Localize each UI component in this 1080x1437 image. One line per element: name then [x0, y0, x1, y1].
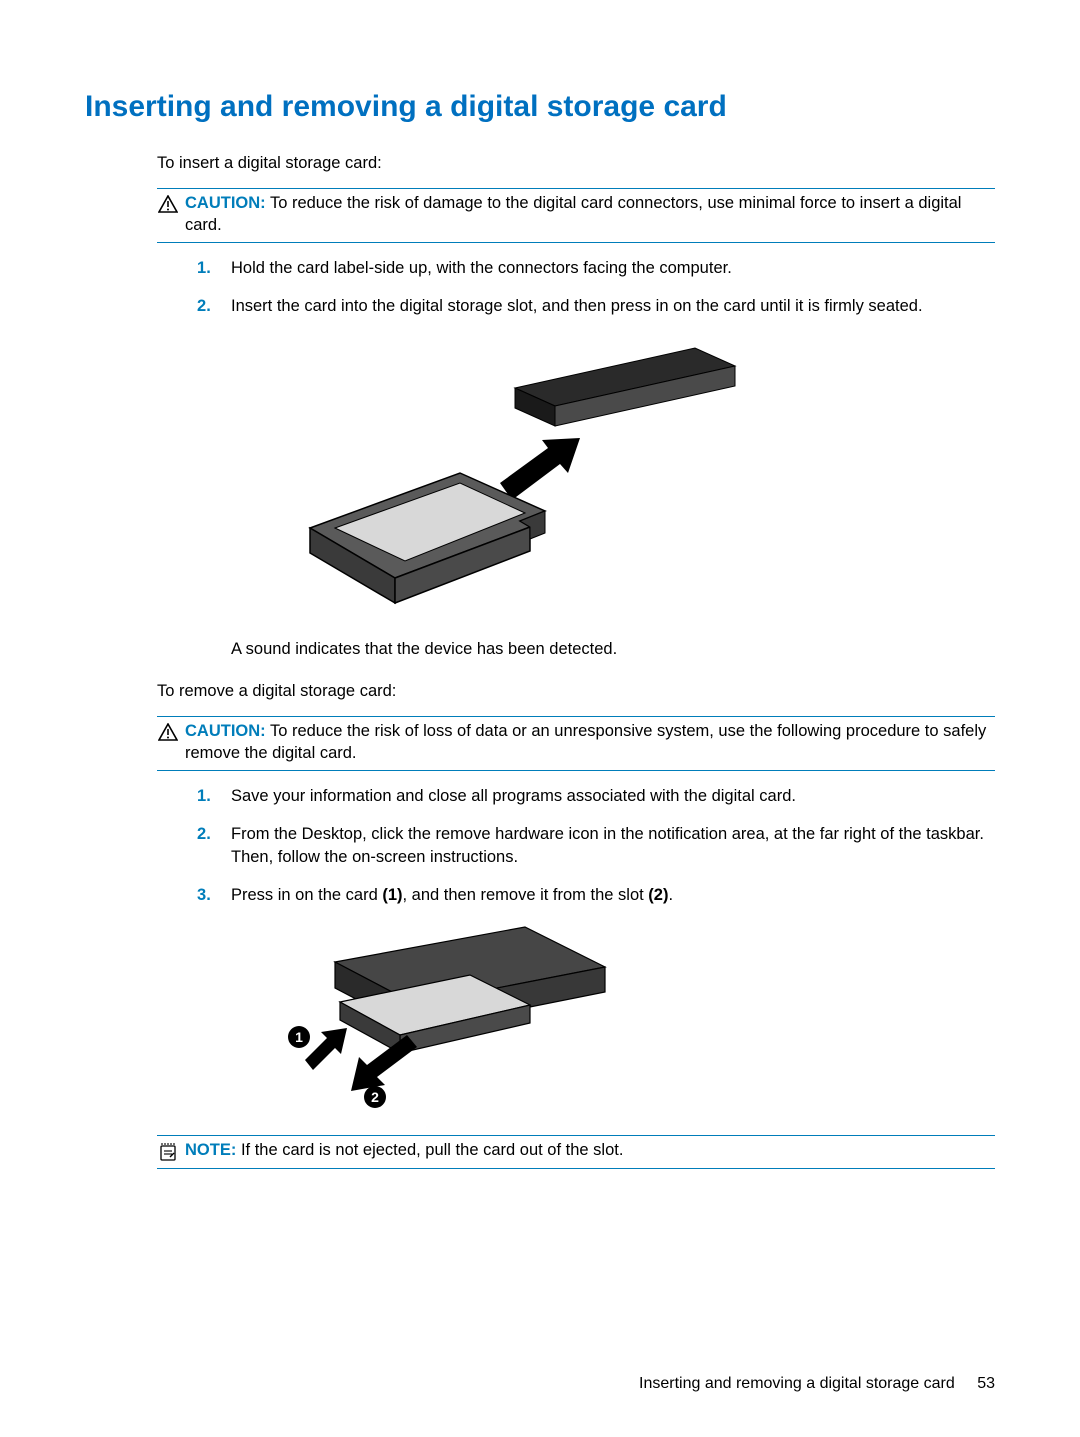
- intro-insert-text: To insert a digital storage card:: [157, 152, 995, 174]
- note-box: NOTE: If the card is not ejected, pull t…: [157, 1135, 995, 1169]
- note-label: NOTE:: [185, 1141, 236, 1159]
- remove-card-illustration: 1 2: [235, 922, 635, 1117]
- insert-steps-list: Hold the card label-side up, with the co…: [197, 257, 995, 318]
- insert-card-illustration: [285, 338, 755, 618]
- page-heading: Inserting and removing a digital storage…: [85, 90, 995, 124]
- footer-title: Inserting and removing a digital storage…: [639, 1375, 955, 1392]
- caution-box-1: CAUTION: To reduce the risk of damage to…: [157, 188, 995, 243]
- caution-box-2: CAUTION: To reduce the risk of loss of d…: [157, 716, 995, 771]
- list-item: From the Desktop, click the remove hardw…: [197, 823, 995, 868]
- caution-label: CAUTION:: [185, 194, 266, 212]
- caution-text: To reduce the risk of loss of data or an…: [185, 722, 986, 761]
- page-footer: Inserting and removing a digital storage…: [639, 1375, 995, 1393]
- list-item: Save your information and close all prog…: [197, 785, 995, 807]
- caution-text: To reduce the risk of damage to the digi…: [185, 194, 961, 233]
- caution-label: CAUTION:: [185, 722, 266, 740]
- svg-text:1: 1: [295, 1029, 303, 1045]
- list-item: Hold the card label-side up, with the co…: [197, 257, 995, 279]
- note-icon: [157, 1140, 179, 1162]
- warning-icon: [157, 193, 179, 213]
- svg-text:2: 2: [371, 1089, 379, 1105]
- post-insert-text: A sound indicates that the device has be…: [231, 638, 995, 660]
- remove-steps-list: Save your information and close all prog…: [197, 785, 995, 906]
- warning-icon: [157, 721, 179, 741]
- list-item: Press in on the card (1), and then remov…: [197, 884, 995, 906]
- intro-remove-text: To remove a digital storage card:: [157, 680, 995, 702]
- list-item: Insert the card into the digital storage…: [197, 295, 995, 317]
- note-text: If the card is not ejected, pull the car…: [241, 1141, 623, 1159]
- footer-page-number: 53: [977, 1375, 995, 1392]
